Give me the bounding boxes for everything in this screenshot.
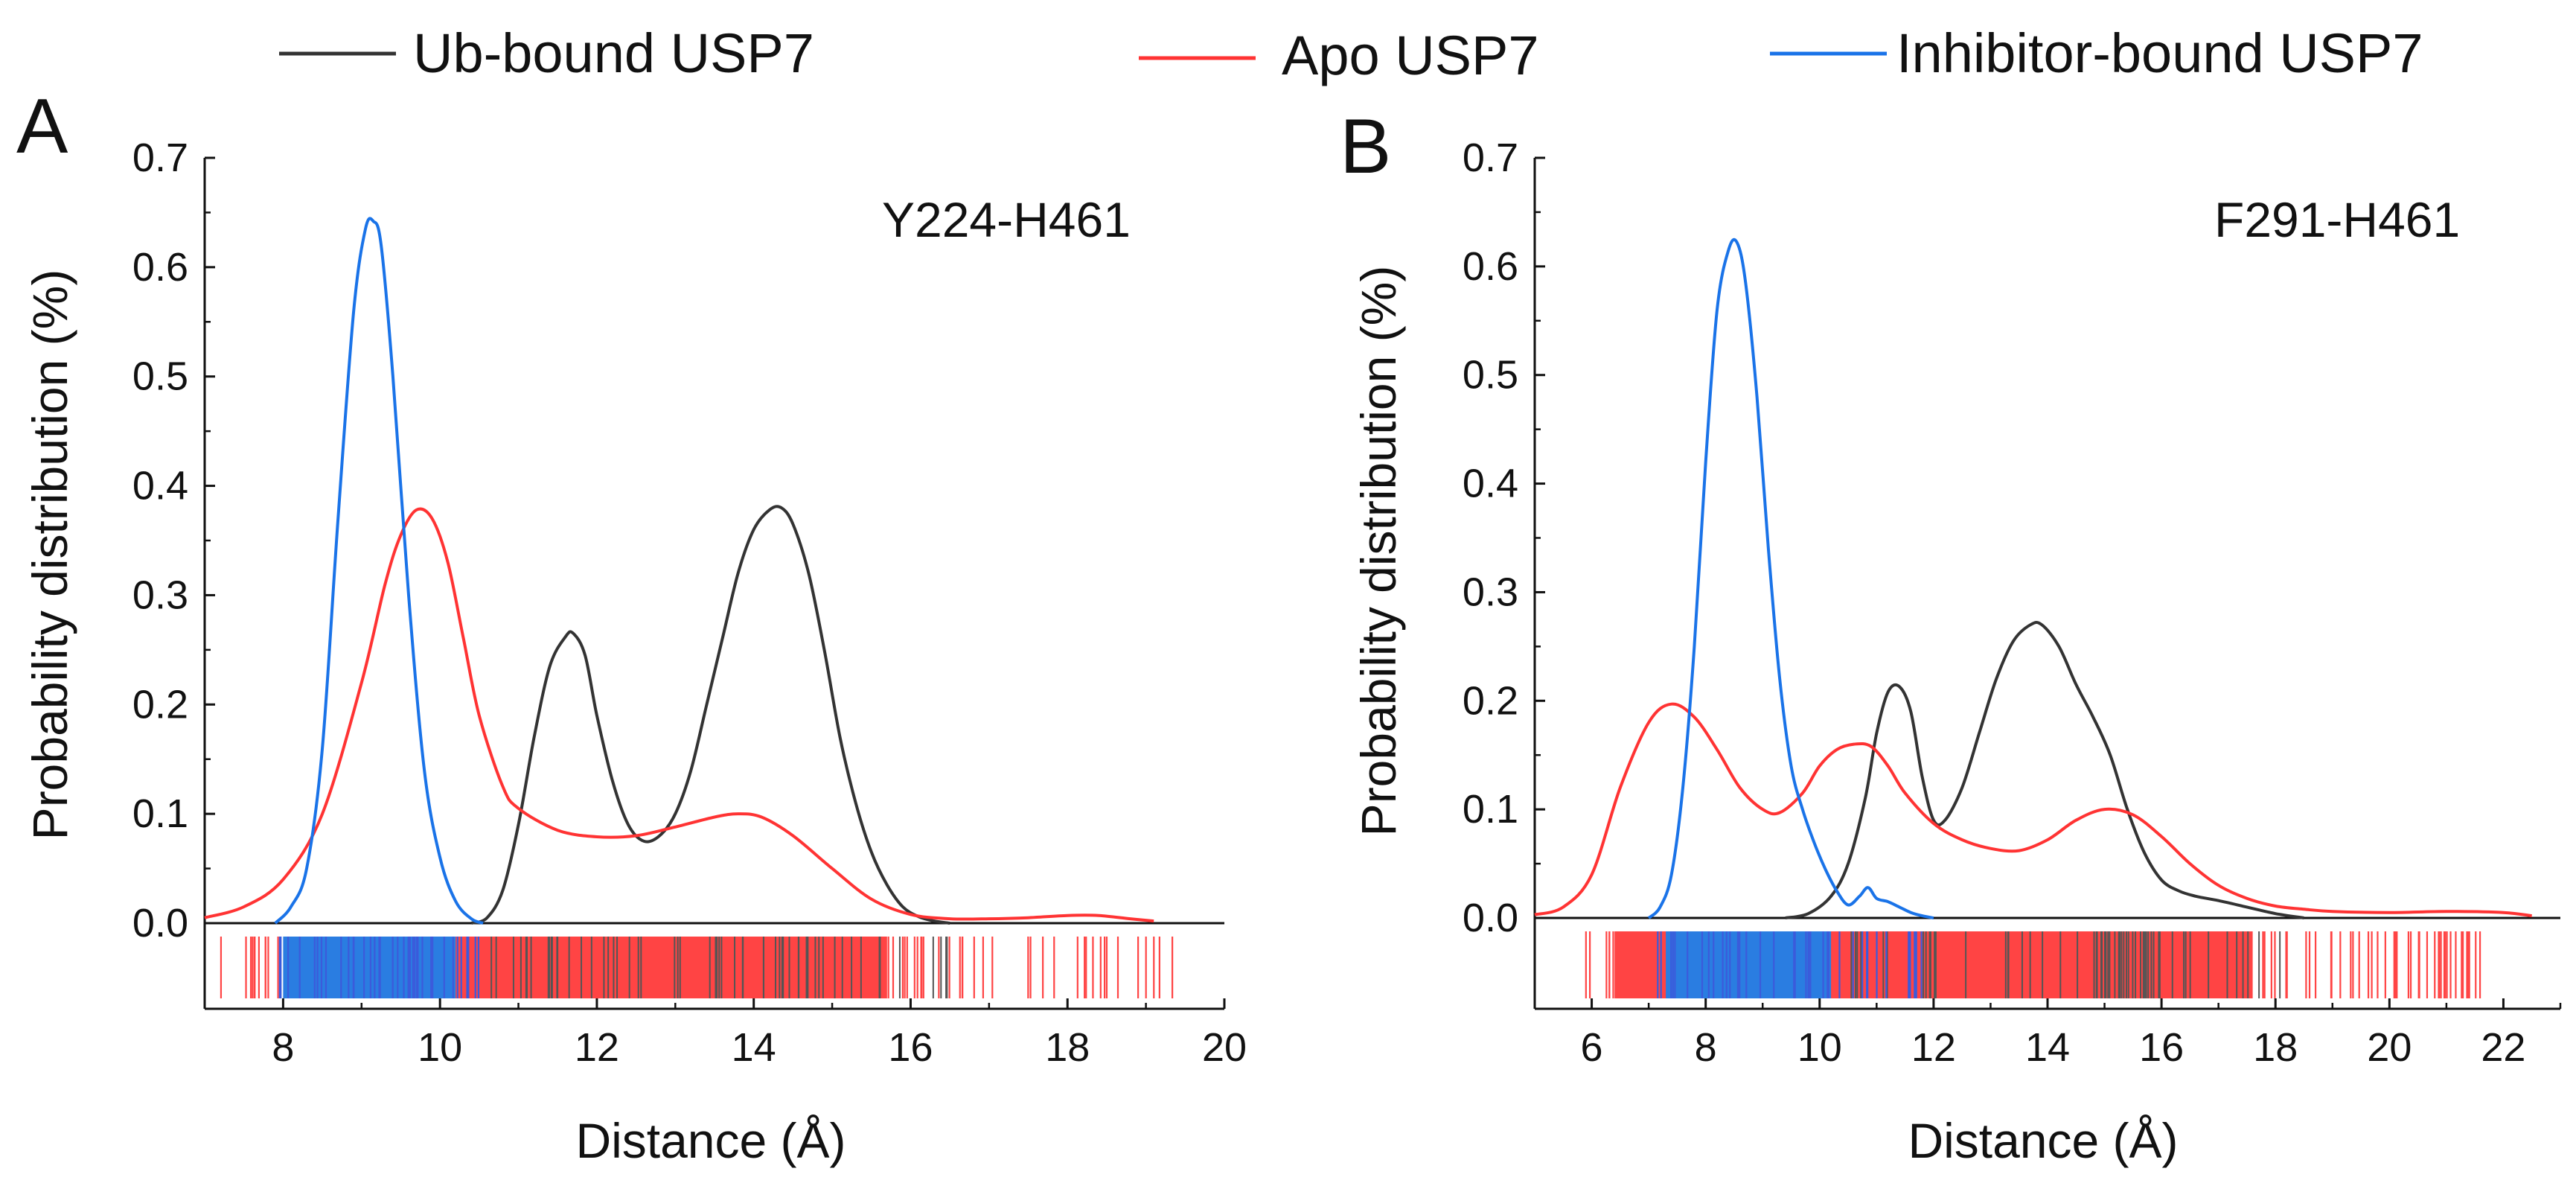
panel-a-y-tick-label: 0.0 xyxy=(132,901,188,946)
panel-b-y-tick-label: 0.5 xyxy=(1463,353,1518,398)
x-tick-labels-b: 6 8 10 12 14 16 18 20 22 xyxy=(1581,1025,2526,1070)
panel-b-x-tick-label: 16 xyxy=(2139,1025,2184,1070)
panel-b-y-tick-label: 0.7 xyxy=(1463,135,1518,180)
panel-a: A Probability distribution (%) Distance … xyxy=(16,83,1247,1168)
legend-label-inhibitor: Inhibitor-bound USP7 xyxy=(1896,22,2423,84)
panel-a-rug-inhibitor-band xyxy=(283,937,456,998)
panel-a-y-tick-label: 0.5 xyxy=(132,354,188,399)
panel-b-x-tick-label: 22 xyxy=(2481,1025,2525,1070)
y-tick-labels-a: 0.0 0.1 0.2 0.3 0.4 0.5 0.6 0.7 xyxy=(132,135,188,946)
panel-a-y-tick-label: 0.6 xyxy=(132,245,188,290)
y-tick-labels-b: 0.0 0.1 0.2 0.3 0.4 0.5 0.6 0.7 xyxy=(1463,135,1518,940)
panel-letter-b: B xyxy=(1340,103,1391,190)
panel-b-series-ub-bound-usp7 xyxy=(1785,620,2304,919)
panel-b-x-tick-label: 14 xyxy=(2025,1025,2070,1070)
panel-b-x-tick-label: 10 xyxy=(1797,1025,1842,1070)
y-axis-label-b: Probability distribution (%) xyxy=(1351,266,1406,837)
legend-item-ub: Ub-bound USP7 xyxy=(279,22,814,84)
panel-a-series-ub-bound-usp7 xyxy=(470,505,950,925)
panel-b-rug-strip xyxy=(1585,931,2481,998)
panel-a-x-tick-label: 16 xyxy=(888,1025,933,1070)
panel-a-x-tick-label: 8 xyxy=(272,1025,294,1070)
x-tick-labels-a: 8 10 12 14 16 18 20 xyxy=(272,1025,1247,1070)
y-axis-label-a: Probability distribution (%) xyxy=(22,270,77,841)
panel-b-rug-inhibitor-band xyxy=(1666,931,1832,998)
annotation-y224-h461: Y224-H461 xyxy=(882,192,1131,247)
panel-letter-a: A xyxy=(16,83,68,170)
panel-b-y-tick-label: 0.3 xyxy=(1463,570,1518,614)
panel-a-rug-strip xyxy=(220,937,1174,998)
panel-b-y-tick-label: 0.6 xyxy=(1463,244,1518,289)
panel-b-x-tick-label: 6 xyxy=(1581,1025,1603,1070)
legend-label-ub: Ub-bound USP7 xyxy=(413,22,814,84)
panel-b-x-tick-label: 12 xyxy=(1911,1025,1956,1070)
panel-a-series-apo-usp7 xyxy=(204,507,1154,923)
panel-a-series-inhibitor-bound-usp7 xyxy=(274,217,484,925)
legend-label-apo: Apo USP7 xyxy=(1282,25,1539,86)
panel-b-x-tick-label: 20 xyxy=(2367,1025,2412,1070)
panel-a-y-tick-label: 0.1 xyxy=(132,791,188,836)
panel-a-x-tick-label: 20 xyxy=(1202,1025,1247,1070)
panel-b-series-apo-usp7 xyxy=(1534,702,2532,918)
panel-a-x-tick-label: 12 xyxy=(575,1025,619,1070)
panel-b-x-tick-label: 8 xyxy=(1695,1025,1717,1070)
panel-a-x-tick-label: 14 xyxy=(732,1025,776,1070)
panel-b: B Probability distribution (%) Distance … xyxy=(1340,103,2562,1168)
panel-b-x-tick-label: 18 xyxy=(2253,1025,2298,1070)
panel-a-y-tick-label: 0.4 xyxy=(132,464,188,508)
panel-a-y-tick-label: 0.7 xyxy=(132,135,188,180)
panel-b-y-tick-label: 0.4 xyxy=(1463,462,1518,506)
panel-b-y-tick-label: 0.1 xyxy=(1463,787,1518,832)
panel-b-series-inhibitor-bound-usp7 xyxy=(1647,237,1934,919)
panel-b-y-tick-label: 0.0 xyxy=(1463,896,1518,940)
panel-a-y-tick-label: 0.2 xyxy=(132,682,188,727)
panel-a-x-tick-label: 10 xyxy=(418,1025,462,1070)
annotation-f291-h461: F291-H461 xyxy=(2214,192,2460,247)
legend-item-inhibitor: Inhibitor-bound USP7 xyxy=(1770,22,2423,84)
panel-a-x-tick-label: 18 xyxy=(1045,1025,1090,1070)
x-axis-label-a: Distance (Å) xyxy=(575,1113,846,1168)
panel-a-y-tick-label: 0.3 xyxy=(132,573,188,617)
legend: Ub-bound USP7 Apo USP7 Inhibitor-bound U… xyxy=(279,22,2423,86)
x-axis-label-b: Distance (Å) xyxy=(1908,1113,2178,1168)
panel-b-y-tick-label: 0.2 xyxy=(1463,678,1518,723)
legend-item-apo: Apo USP7 xyxy=(1139,25,1539,86)
